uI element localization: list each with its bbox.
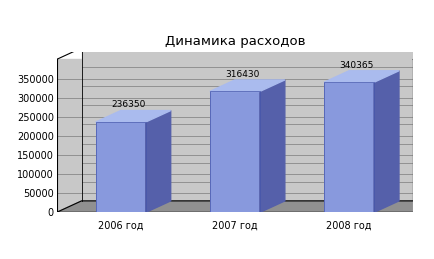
Text: 2008 год: 2008 год <box>326 221 371 231</box>
Polygon shape <box>412 48 434 212</box>
Polygon shape <box>323 82 373 212</box>
Polygon shape <box>210 91 259 212</box>
Polygon shape <box>373 71 398 212</box>
Polygon shape <box>81 48 434 201</box>
Polygon shape <box>210 80 284 91</box>
Text: 316430: 316430 <box>225 70 259 79</box>
Polygon shape <box>95 122 145 212</box>
Polygon shape <box>323 71 398 82</box>
Title: Динамика расходов: Динамика расходов <box>164 35 304 48</box>
Text: 2007 год: 2007 год <box>212 221 257 231</box>
Text: 340365: 340365 <box>339 61 373 70</box>
Polygon shape <box>56 60 412 212</box>
Polygon shape <box>95 111 170 122</box>
Text: 2006 год: 2006 год <box>98 221 143 231</box>
Polygon shape <box>56 201 434 212</box>
Polygon shape <box>145 111 170 212</box>
Polygon shape <box>259 80 284 212</box>
Text: 236350: 236350 <box>111 100 145 109</box>
